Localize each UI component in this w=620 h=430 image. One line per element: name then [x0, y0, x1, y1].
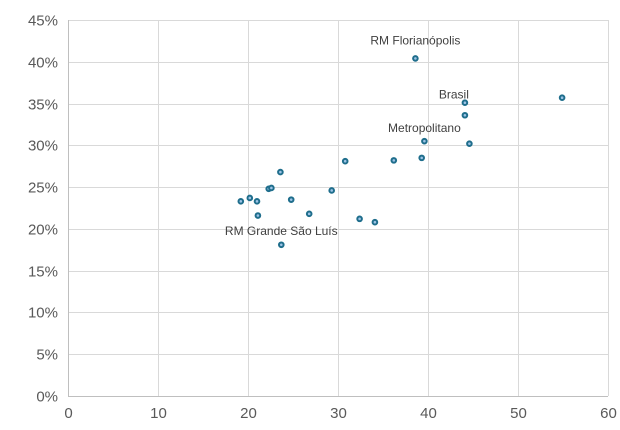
- annotation-label: RM Florianópolis: [370, 33, 460, 47]
- data-point: [237, 198, 245, 205]
- data-point: [421, 137, 428, 145]
- data-point: [328, 187, 336, 194]
- y-tick-label: 15%: [28, 264, 58, 281]
- x-tick-label: 40: [420, 405, 437, 422]
- annotations: RM Florianópolis Brasil Metropolitano RM Gr…: [225, 33, 469, 237]
- data-point: [356, 215, 363, 223]
- data-point: [466, 140, 473, 147]
- data-point: [390, 157, 398, 164]
- data-point: [412, 55, 419, 62]
- data-point: [278, 241, 285, 249]
- data-point: [341, 157, 349, 165]
- annotation-label: Metropolitano: [388, 121, 461, 135]
- annotation-label: Brasil: [439, 88, 469, 102]
- data-point: [268, 184, 275, 192]
- x-tick-label: 10: [150, 405, 167, 422]
- y-tick-label: 40%: [28, 55, 58, 72]
- grid-lines: [68, 20, 609, 396]
- x-tick-label: 30: [330, 405, 347, 422]
- data-point: [461, 111, 469, 119]
- x-tick-label: 20: [240, 405, 257, 422]
- y-tick-label: 30%: [28, 138, 58, 155]
- data-point: [305, 210, 313, 218]
- y-tick-label: 5%: [36, 347, 58, 364]
- data-points: [237, 55, 566, 249]
- data-point: [246, 194, 254, 202]
- y-tick-label: 20%: [28, 222, 58, 239]
- tick-labels: 0% 5% 10% 15% 20% 25% 30% 35% 40% 45% 0 10 20 30 40 50 6…: [28, 13, 617, 423]
- data-point: [461, 99, 469, 107]
- x-tick-label: 60: [600, 405, 617, 422]
- y-tick-label: 35%: [28, 97, 58, 114]
- data-point: [371, 218, 379, 226]
- axes: [68, 20, 608, 397]
- data-point: [287, 196, 295, 203]
- data-point: [253, 198, 261, 205]
- x-tick-label: 0: [64, 405, 72, 422]
- y-tick-label: 10%: [28, 305, 58, 322]
- data-point: [254, 212, 262, 219]
- y-tick-label: 0%: [36, 389, 58, 406]
- annotation-label: RM Grande São Luís: [225, 224, 338, 238]
- x-tick-label: 50: [510, 405, 527, 422]
- data-point: [277, 168, 284, 176]
- y-tick-label: 25%: [28, 180, 58, 197]
- data-point: [418, 154, 426, 162]
- y-tick-label: 45%: [28, 13, 58, 30]
- data-point: [558, 94, 566, 102]
